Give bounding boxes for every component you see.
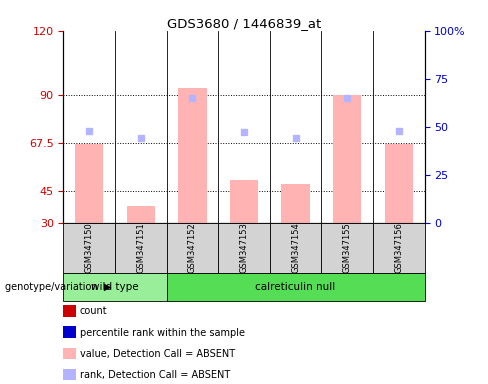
Text: wild type: wild type [91,282,139,292]
Text: calreticulin null: calreticulin null [255,282,336,292]
Text: GSM347153: GSM347153 [240,222,248,273]
Text: value, Detection Call = ABSENT: value, Detection Call = ABSENT [80,349,235,359]
Text: rank, Detection Call = ABSENT: rank, Detection Call = ABSENT [80,370,230,380]
Text: GSM347154: GSM347154 [291,222,300,273]
Text: GSM347152: GSM347152 [188,222,197,273]
Text: GSM347156: GSM347156 [394,222,403,273]
Bar [230,180,258,223]
Text: GSM347155: GSM347155 [343,222,352,273]
Text: count: count [80,306,107,316]
Text: GSM347150: GSM347150 [85,222,94,273]
Bar [178,88,206,223]
Bar [333,95,362,223]
Text: percentile rank within the sample: percentile rank within the sample [80,328,244,338]
Bar [385,144,413,223]
Bar [75,144,103,223]
Text: genotype/variation  ▶: genotype/variation ▶ [5,282,111,292]
Bar [282,184,310,223]
Text: GSM347151: GSM347151 [136,222,145,273]
Bar [127,206,155,223]
Title: GDS3680 / 1446839_at: GDS3680 / 1446839_at [167,17,321,30]
